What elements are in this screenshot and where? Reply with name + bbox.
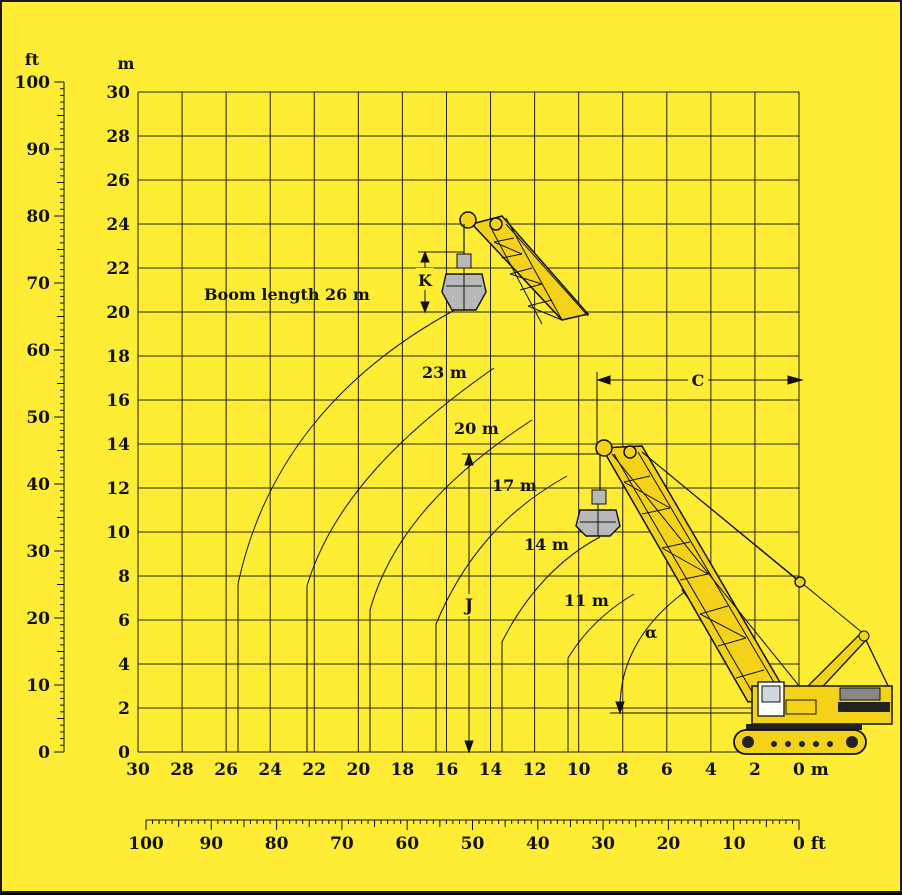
dimension-k-label: K bbox=[418, 271, 433, 290]
boom-label-11m: 11 m bbox=[564, 591, 609, 610]
x-tick-label: 20 bbox=[346, 760, 370, 780]
bottom-ft-label: 20 bbox=[657, 834, 681, 854]
bottom-ft-label: 40 bbox=[526, 834, 550, 854]
bottom-ft-label: 10 bbox=[722, 834, 746, 854]
boom-label-20m: 20 m bbox=[454, 419, 499, 438]
lower-boom bbox=[595, 439, 865, 703]
ft-axis-label: 50 bbox=[26, 408, 50, 428]
boom-arc-11m bbox=[567, 593, 635, 752]
boom-arc-23m bbox=[306, 367, 495, 752]
x-tick-label: 12 bbox=[523, 760, 547, 780]
dimension-c-label: C bbox=[692, 371, 705, 390]
x-tick-label: 10 bbox=[567, 760, 591, 780]
y-tick-label: 4 bbox=[118, 655, 130, 675]
bottom-ft-label: 30 bbox=[591, 834, 615, 854]
bottom-ft-label: 100 bbox=[128, 834, 164, 854]
c-dimension bbox=[596, 370, 804, 454]
crane-carrier bbox=[733, 630, 893, 755]
bottom-ft-label: 80 bbox=[265, 834, 289, 854]
ft-axis-label: 80 bbox=[26, 207, 50, 227]
boom-arcs bbox=[237, 301, 635, 752]
y-tick-label: 16 bbox=[106, 391, 130, 411]
y-tick-label: 24 bbox=[106, 215, 130, 235]
ft-axis-label: 0 bbox=[38, 743, 50, 763]
x-tick-label: 0 m bbox=[793, 760, 829, 780]
x-tick-label: 26 bbox=[214, 760, 238, 780]
dimension-j-label: J bbox=[463, 596, 473, 616]
boom-label-14m: 14 m bbox=[524, 535, 569, 554]
bottom-ft-label: 90 bbox=[199, 834, 223, 854]
lower-grab-bucket bbox=[575, 489, 621, 537]
x-tick-label: 8 bbox=[617, 760, 629, 780]
y-tick-label: 12 bbox=[106, 479, 130, 499]
x-tick-label: 14 bbox=[479, 760, 503, 780]
y-tick-label: 10 bbox=[106, 523, 130, 543]
boom-arc-17m bbox=[435, 475, 568, 752]
upper-grab-bucket bbox=[441, 253, 487, 311]
boom-arc-26m bbox=[237, 301, 471, 752]
x-tick-label: 16 bbox=[435, 760, 459, 780]
ft-axis-label: 30 bbox=[26, 542, 50, 562]
x-tick-label: 4 bbox=[705, 760, 717, 780]
ft-axis-label: 60 bbox=[26, 341, 50, 361]
y-tick-label: 22 bbox=[106, 259, 130, 279]
bottom-ft-label: 0 ft bbox=[793, 834, 826, 854]
bottom-ft-label: 70 bbox=[330, 834, 354, 854]
ft-axis-label: 100 bbox=[15, 73, 51, 93]
y-tick-label: 0 bbox=[118, 743, 130, 763]
boom-label-23m: 23 m bbox=[422, 363, 467, 382]
bottom-ft-label: 50 bbox=[461, 834, 485, 854]
x-tick-label: 28 bbox=[170, 760, 194, 780]
angle-alpha-label: α bbox=[645, 623, 657, 642]
ft-axis-label: 10 bbox=[26, 676, 50, 696]
y-tick-label: 8 bbox=[118, 567, 130, 587]
y-tick-label: 20 bbox=[106, 303, 130, 323]
left-axis-unit: ft bbox=[25, 50, 40, 69]
main-y-unit: m bbox=[118, 54, 135, 73]
boom-label-26m: Boom length 26 m bbox=[204, 285, 370, 304]
boom-label-17m: 17 m bbox=[492, 476, 537, 495]
y-tick-label: 14 bbox=[106, 435, 130, 455]
y-tick-label: 2 bbox=[118, 699, 130, 719]
y-tick-label: 28 bbox=[106, 127, 130, 147]
ft-axis-label: 70 bbox=[26, 274, 50, 294]
y-tick-label: 6 bbox=[118, 611, 130, 631]
ft-axis-label: 20 bbox=[26, 609, 50, 629]
x-tick-label: 30 bbox=[126, 760, 150, 780]
y-tick-label: 26 bbox=[106, 171, 130, 191]
j-dimension bbox=[460, 452, 598, 754]
x-tick-label: 6 bbox=[661, 760, 673, 780]
bottom-ft-scale: 100 90 80 70 60 50 40 30 20 10 0 ft bbox=[128, 819, 826, 854]
boom-arc-14m bbox=[501, 536, 601, 752]
ft-axis-label: 90 bbox=[26, 140, 50, 160]
k-dimension bbox=[416, 250, 464, 314]
upper-boom bbox=[459, 211, 590, 325]
ft-axis-label: 40 bbox=[26, 475, 50, 495]
bottom-ft-label: 60 bbox=[395, 834, 419, 854]
x-tick-label: 2 bbox=[749, 760, 761, 780]
x-tick-label: 22 bbox=[302, 760, 326, 780]
y-tick-label: 18 bbox=[106, 347, 130, 367]
x-tick-label: 18 bbox=[391, 760, 415, 780]
y-tick-label: 30 bbox=[106, 83, 130, 103]
x-tick-label: 24 bbox=[258, 760, 282, 780]
boom-arc-20m bbox=[369, 419, 533, 752]
x-axis-labels: 30 28 26 24 22 20 18 16 14 12 10 8 6 4 2 0 m bbox=[126, 760, 829, 780]
left-ft-axis: 0 10 20 30 40 50 60 70 80 90 100 bbox=[15, 73, 65, 763]
